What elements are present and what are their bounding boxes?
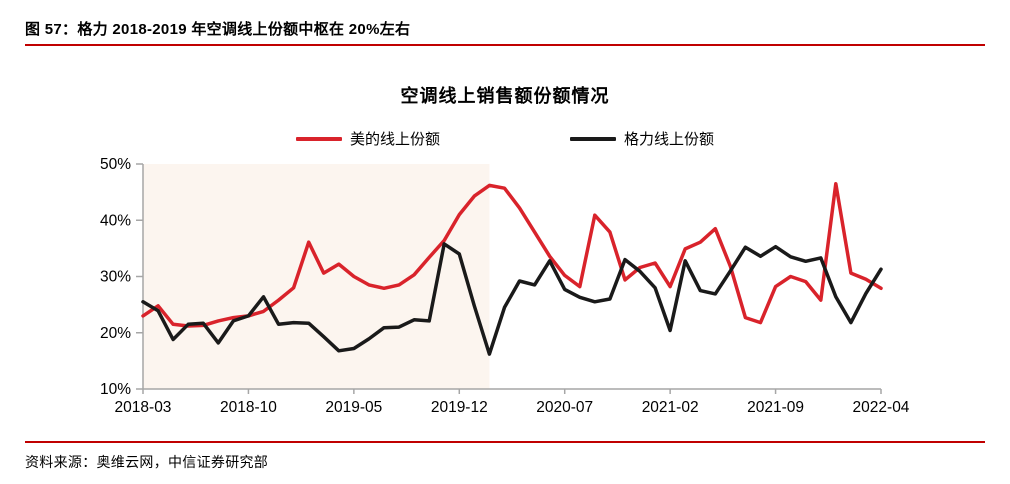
chart-title: 空调线上销售额份额情况 (400, 86, 610, 106)
header-rule (25, 44, 985, 46)
chart-legend: 美的线上份额 格力线上份额 (0, 128, 1010, 149)
gree-line-swatch (570, 136, 616, 141)
figure-caption: 图 57：格力 2018-2019 年空调线上份额中枢在 20%左右 (25, 21, 411, 38)
x-axis-label: 2020-07 (536, 399, 593, 416)
y-axis-label: 50% (100, 156, 131, 173)
x-axis-label: 2019-05 (325, 399, 382, 416)
y-axis-label: 30% (100, 269, 131, 286)
footer-rule (25, 441, 985, 443)
x-axis-label: 2021-09 (747, 399, 804, 416)
y-axis-label: 20% (100, 325, 131, 342)
legend-label-gree: 格力线上份额 (624, 131, 715, 148)
source-note: 资料来源：奥维云网，中信证券研究部 (25, 454, 269, 470)
gree-series-line (141, 242, 883, 356)
x-axis-label: 2018-10 (220, 399, 277, 416)
legend-item-midea: 美的线上份额 (295, 128, 440, 149)
x-axis-label: 2022-04 (853, 399, 910, 416)
legend-item-gree: 格力线上份额 (570, 128, 714, 149)
midea-line-swatch (295, 136, 342, 141)
y-axis-label: 10% (100, 381, 131, 398)
x-axis-label: 2019-12 (431, 399, 488, 416)
legend-label-midea: 美的线上份额 (349, 131, 440, 148)
highlight-band-2018-2019 (143, 164, 490, 389)
midea-series-line (141, 181, 883, 328)
x-axis-label: 2021-02 (642, 399, 699, 416)
y-axis-label: 40% (100, 212, 131, 229)
x-axis-label: 2018-03 (115, 399, 172, 416)
